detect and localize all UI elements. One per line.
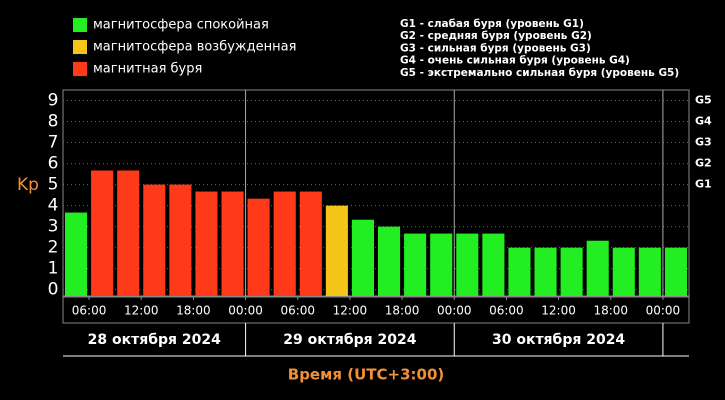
storm-legend-item: G3 - сильная буря (уровень G3) xyxy=(400,42,591,54)
x-axis-band xyxy=(62,296,690,324)
bar xyxy=(508,247,531,296)
day-label: 28 октября 2024 xyxy=(88,332,221,348)
bar xyxy=(664,247,687,296)
storm-legend-item: G4 - очень сильная буря (уровень G4) xyxy=(400,55,630,67)
bar xyxy=(378,226,401,296)
x-axis-label: Время (UTC+3:00) xyxy=(288,366,444,384)
x-tick-label: 12:00 xyxy=(124,304,159,318)
bar xyxy=(612,247,635,296)
x-tick-label: 18:00 xyxy=(176,304,211,318)
storm-level-label: G4 xyxy=(695,115,712,128)
bar xyxy=(143,184,166,296)
bar xyxy=(299,191,322,296)
bar xyxy=(638,247,661,296)
y-tick-label: 2 xyxy=(48,238,59,258)
y-tick-label: 0 xyxy=(48,280,59,300)
x-tick-label: 00:00 xyxy=(646,304,681,318)
storm-legend-item: G2 - средняя буря (уровень G2) xyxy=(400,30,592,42)
x-tick-label: 06:00 xyxy=(489,304,524,318)
bar xyxy=(586,240,609,296)
y-tick-label: 3 xyxy=(48,217,59,237)
bar xyxy=(247,198,270,296)
x-tick-label: 06:00 xyxy=(280,304,315,318)
x-tick-label: 00:00 xyxy=(437,304,472,318)
x-tick-label: 06:00 xyxy=(72,304,107,318)
bar xyxy=(221,191,244,296)
bar xyxy=(117,170,140,296)
x-tick-label: 00:00 xyxy=(228,304,263,318)
legend-label: магнитосфера спокойная xyxy=(93,18,269,33)
storm-level-label: G3 xyxy=(695,136,712,149)
storm-level-label: G2 xyxy=(695,157,712,170)
storm-legend-item: G5 - экстремально сильная буря (уровень … xyxy=(400,67,679,79)
y-tick-label: 6 xyxy=(48,154,59,174)
x-tick-label: 18:00 xyxy=(385,304,420,318)
legend-swatch xyxy=(73,18,87,32)
day-label: 29 октября 2024 xyxy=(283,332,416,348)
x-tick-label: 12:00 xyxy=(541,304,576,318)
day-label: 30 октября 2024 xyxy=(492,332,625,348)
y-axis-label: Kp xyxy=(17,175,39,195)
y-tick-label: 9 xyxy=(48,91,59,111)
bar xyxy=(65,212,88,296)
legend-label: магнитная буря xyxy=(93,62,202,77)
x-tick-label: 18:00 xyxy=(593,304,628,318)
legend-label: магнитосфера возбужденная xyxy=(93,40,296,55)
storm-level-label: G5 xyxy=(695,94,712,107)
bar xyxy=(195,191,218,296)
y-tick-label: 1 xyxy=(48,259,59,279)
x-tick-label: 12:00 xyxy=(333,304,368,318)
y-tick-label: 8 xyxy=(48,112,59,132)
y-tick-label: 7 xyxy=(48,133,59,153)
legend-swatch xyxy=(73,62,87,76)
bar xyxy=(534,247,557,296)
bar xyxy=(482,233,505,296)
y-tick-label: 4 xyxy=(48,196,59,216)
bar xyxy=(560,247,583,296)
bar xyxy=(273,191,296,296)
bar xyxy=(169,184,192,296)
storm-level-label: G1 xyxy=(695,178,712,191)
storm-legend-item: G1 - слабая буря (уровень G1) xyxy=(400,18,584,30)
bar xyxy=(430,233,453,296)
bar xyxy=(351,219,374,296)
bar xyxy=(404,233,427,296)
bar xyxy=(456,233,479,296)
legend-swatch xyxy=(73,40,87,54)
bar xyxy=(91,170,114,296)
y-tick-label: 5 xyxy=(48,175,59,195)
plot-frame xyxy=(62,89,690,297)
bar xyxy=(325,205,348,296)
